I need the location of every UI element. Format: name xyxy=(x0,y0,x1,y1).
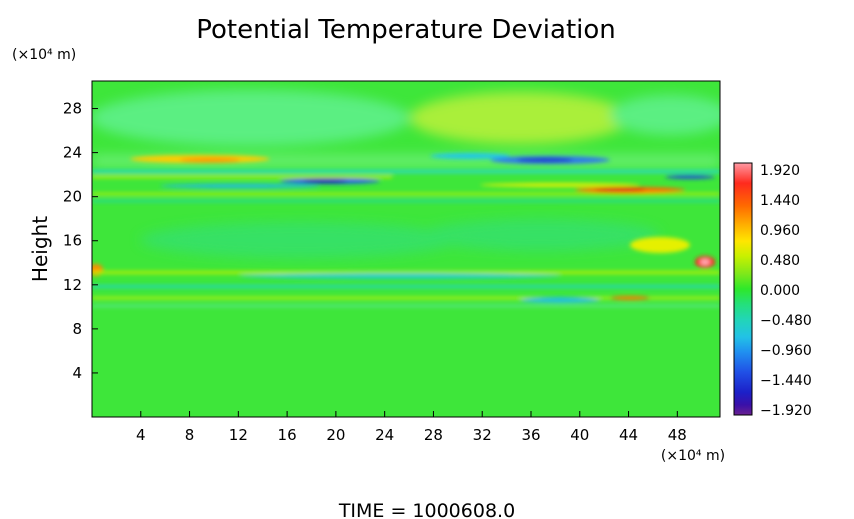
x-tick-label: 16 xyxy=(278,426,297,444)
colorbar-ticks: 1.920 1.440 0.960 0.480 0.000 −0.480 −0.960 −1.… xyxy=(760,163,812,419)
y-axis-label: Height xyxy=(28,216,52,282)
heatmap-field xyxy=(92,81,720,417)
x-tick-label: 12 xyxy=(229,426,248,444)
plot-frame xyxy=(91,80,721,418)
upper-cool-zone-far-right xyxy=(610,95,720,135)
y-tick-label: 8 xyxy=(72,320,82,338)
x-tick-label: 24 xyxy=(375,426,394,444)
x-tick-label: 32 xyxy=(473,426,492,444)
colorbar-tick-label: 1.920 xyxy=(760,163,800,179)
x-tick-label: 48 xyxy=(668,426,687,444)
y-axis: 4 8 12 16 20 24 28 xyxy=(63,100,98,382)
colorbar-tick-label: 0.480 xyxy=(760,253,800,269)
x-tick-label: 36 xyxy=(521,426,540,444)
colorbar-tick-label: −0.480 xyxy=(760,313,812,329)
colorbar-tick-label: 1.440 xyxy=(760,193,800,209)
colorbar-tick-label: −1.440 xyxy=(760,373,812,389)
warm-patch-right-mid xyxy=(630,237,690,253)
colorbar-tick-label: −0.960 xyxy=(760,343,812,359)
colorbar-tick-label: −1.920 xyxy=(760,403,812,419)
colorbar-tick-label: 0.000 xyxy=(760,283,800,299)
y-unit-label: (×10⁴ m) xyxy=(12,47,76,63)
x-axis: 4 8 12 16 20 24 28 32 36 40 44 48 xyxy=(136,411,687,444)
upper-cool-zone-left xyxy=(92,90,410,146)
colorbar-tick-label: 0.960 xyxy=(760,223,800,239)
x-tick-label: 44 xyxy=(619,426,638,444)
x-unit-label: (×10⁴ m) xyxy=(661,448,725,464)
colorbar xyxy=(733,162,753,416)
chart-title: Potential Temperature Deviation xyxy=(196,15,616,45)
y-tick-label: 20 xyxy=(63,188,82,206)
x-tick-label: 28 xyxy=(424,426,443,444)
y-tick-label: 28 xyxy=(63,100,82,118)
warm-spot-left-edge xyxy=(92,264,103,276)
y-tick-label: 24 xyxy=(63,144,82,162)
time-label: TIME = 1000608.0 xyxy=(338,500,515,519)
y-tick-label: 12 xyxy=(63,276,82,294)
x-tick-label: 20 xyxy=(326,426,345,444)
x-tick-label: 4 xyxy=(136,426,146,444)
x-tick-label: 40 xyxy=(570,426,589,444)
x-tick-label: 8 xyxy=(185,426,195,444)
y-tick-label: 4 xyxy=(72,364,82,382)
y-tick-label: 16 xyxy=(63,232,82,250)
upper-warm-zone-right xyxy=(410,92,630,144)
